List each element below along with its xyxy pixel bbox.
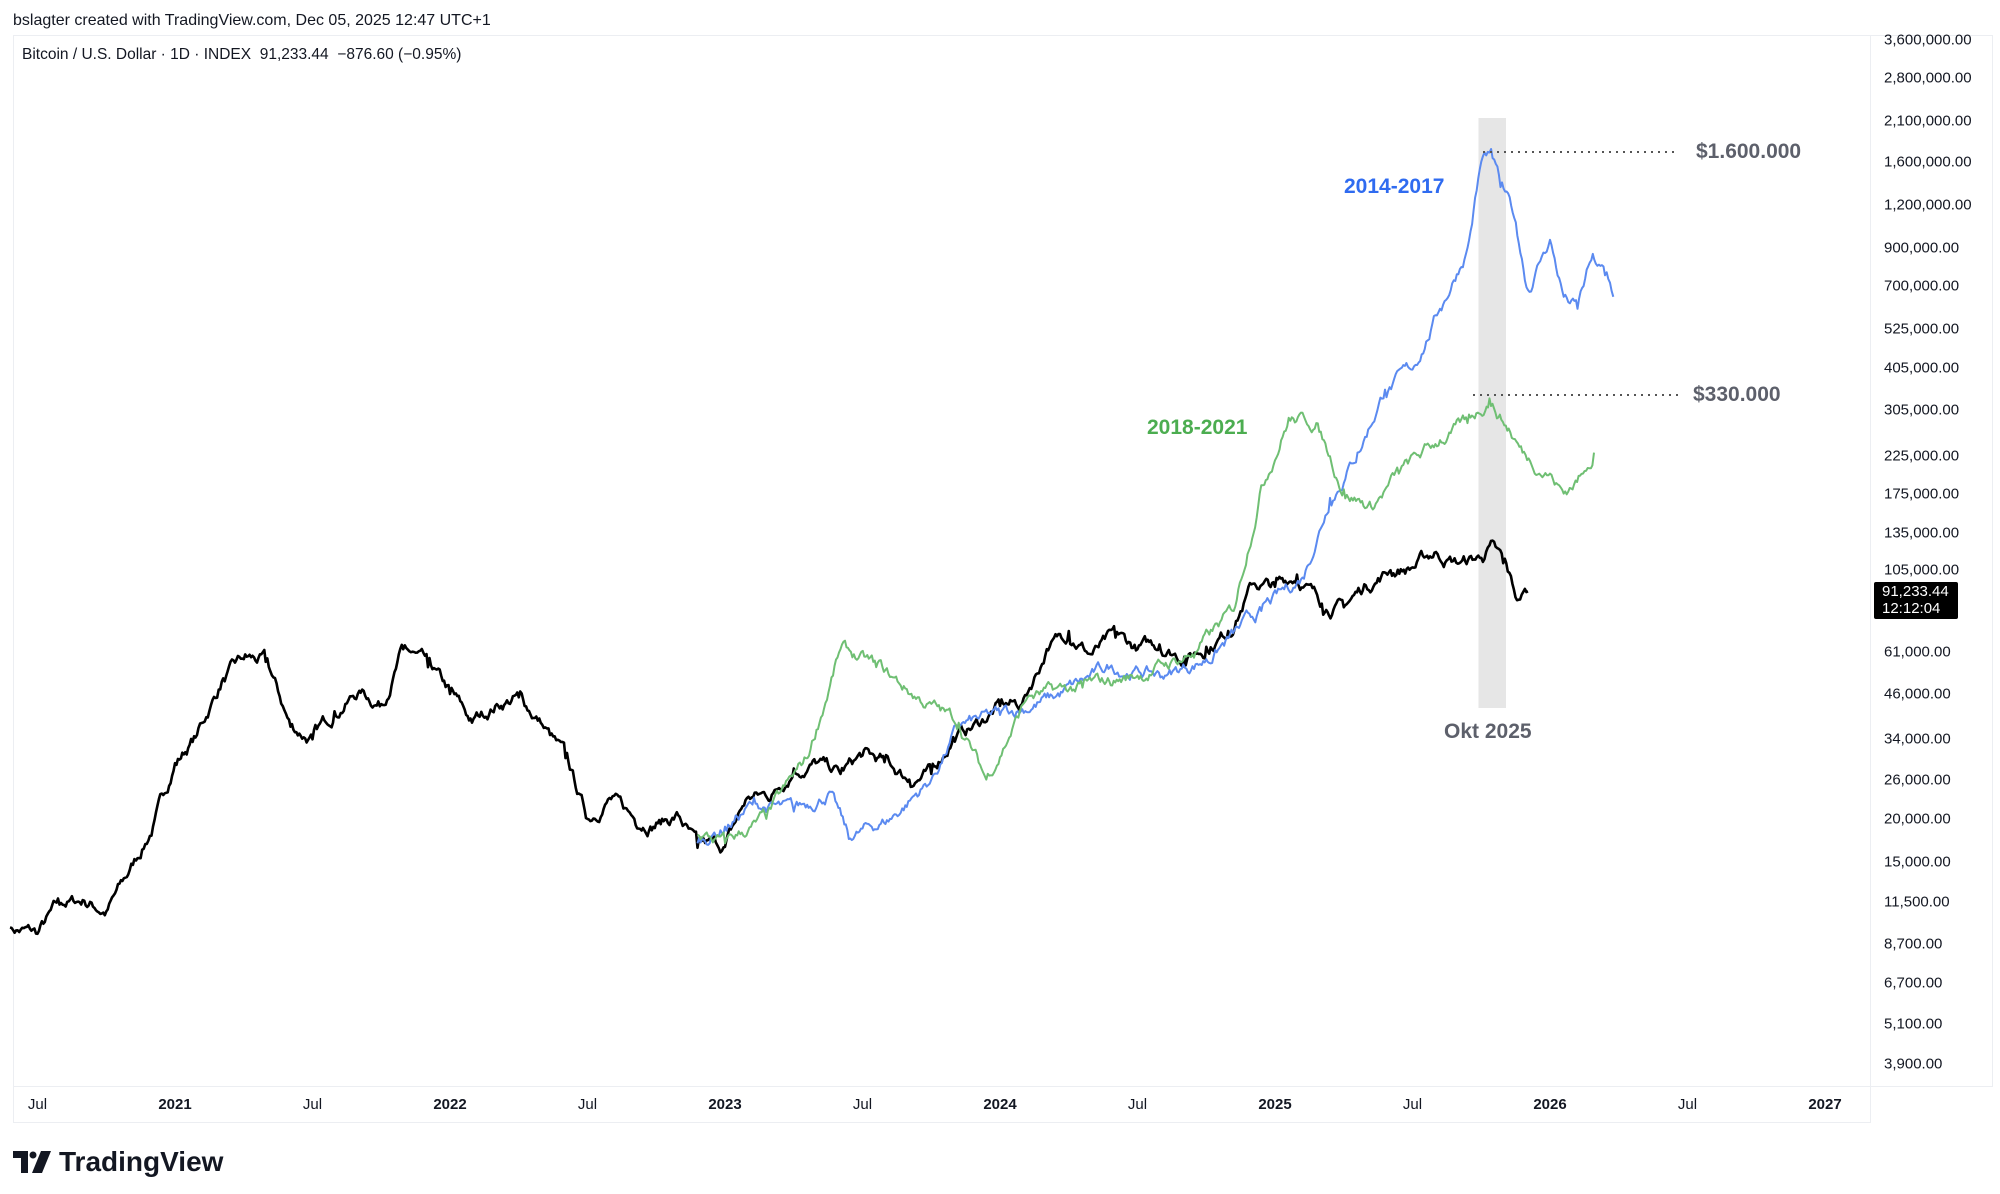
time-tick-label: 2022	[433, 1096, 467, 1113]
time-tick-label: 2021	[158, 1096, 192, 1113]
price-tick-label: 305,000.00	[1884, 401, 1960, 419]
tradingview-logo[interactable]: TradingView	[13, 1146, 223, 1178]
price-tick-label: 700,000.00	[1884, 277, 1960, 295]
level-label-high: $1.600.000	[1696, 140, 1802, 163]
series-line-2018-2021	[696, 397, 1595, 845]
time-tick-label: 2025	[1258, 1096, 1292, 1113]
price-tick-label: 175,000.00	[1884, 485, 1960, 503]
label-2018-2021: 2018-2021	[1147, 416, 1248, 439]
price-tick-label: 20,000.00	[1884, 810, 1951, 828]
highlight-band	[1478, 118, 1506, 708]
price-tick-label: 1,200,000.00	[1884, 196, 1972, 214]
tradingview-logo-icon	[13, 1151, 51, 1173]
time-tick-label: Jul	[852, 1096, 873, 1113]
price-tick-label: 1,600,000.00	[1884, 153, 1972, 171]
band-label-okt-2025: Okt 2025	[1444, 720, 1532, 743]
price-tick-label: 405,000.00	[1884, 359, 1960, 377]
label-2014-2017: 2014-2017	[1344, 175, 1445, 198]
time-tick-label: 2026	[1533, 1096, 1567, 1113]
time-tick-label: 2023	[708, 1096, 742, 1113]
level-label-low: $330.000	[1693, 383, 1781, 406]
price-tick-label: 525,000.00	[1884, 320, 1960, 338]
price-tick-label: 3,900.00	[1884, 1055, 1943, 1073]
price-tick-label: 105,000.00	[1884, 561, 1960, 579]
price-tick-label: 8,700.00	[1884, 935, 1943, 953]
price-tick-label: 61,000.00	[1884, 643, 1951, 661]
last-price-tag: 91,233.44 12:12:04	[1874, 582, 1958, 619]
price-tick-label: 26,000.00	[1884, 771, 1951, 789]
price-tick-label: 11,500.00	[1884, 893, 1950, 911]
price-tick-label: 135,000.00	[1884, 524, 1960, 541]
price-tick-label: 900,000.00	[1884, 239, 1960, 257]
time-tick-label: Jul	[1402, 1096, 1423, 1113]
last-price: 91,233.44	[1882, 583, 1949, 600]
price-tick-label: 2,100,000.00	[1884, 112, 1972, 130]
time-tick-label: 2024	[983, 1096, 1017, 1113]
price-tick-label: 3,600,000.00	[1884, 31, 1972, 49]
price-tick-label: 6,700.00	[1884, 974, 1943, 992]
credit-text: bslagter created with TradingView.com, D…	[13, 12, 491, 29]
bar-countdown: 12:12:04	[1882, 600, 1941, 617]
chart-pane[interactable]	[13, 35, 1871, 1087]
price-tick-label: 15,000.00	[1884, 853, 1951, 871]
time-tick-label: Jul	[1127, 1096, 1148, 1113]
series-line-btcusd	[9, 539, 1529, 936]
time-tick-label: Jul	[1677, 1096, 1698, 1113]
time-axis[interactable]	[13, 1087, 1871, 1123]
price-tick-label: 5,100.00	[1884, 1015, 1943, 1033]
price-tick-label: 225,000.00	[1884, 447, 1960, 465]
time-tick-label: Jul	[577, 1096, 598, 1113]
time-tick-label: Jul	[27, 1096, 48, 1113]
price-axis[interactable]	[1871, 35, 1993, 1087]
symbol-legend: Bitcoin / U.S. Dollar · 1D · INDEX 91,23…	[22, 46, 462, 63]
price-tick-label: 34,000.00	[1884, 730, 1951, 748]
tradingview-logo-text: TradingView	[59, 1146, 224, 1177]
price-tick-label: 46,000.00	[1884, 685, 1951, 703]
time-tick-label: Jul	[302, 1096, 323, 1113]
time-tick-label: 2027	[1808, 1096, 1842, 1113]
price-tick-label: 2,800,000.00	[1884, 69, 1972, 87]
